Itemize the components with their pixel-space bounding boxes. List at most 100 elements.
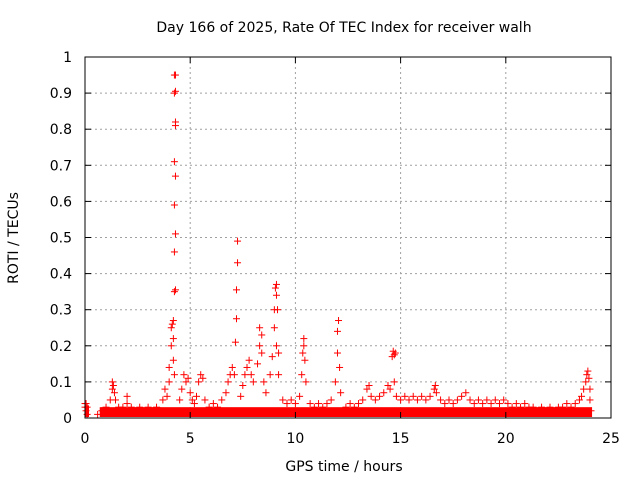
data-point — [176, 396, 184, 404]
data-point — [458, 392, 466, 400]
data-point — [241, 371, 249, 379]
data-point — [199, 374, 207, 382]
data-point — [586, 396, 594, 404]
data-point — [291, 400, 299, 408]
data-point — [159, 396, 167, 404]
data-point — [390, 378, 398, 386]
data-point — [449, 400, 457, 408]
data-point — [583, 371, 591, 379]
data-point — [584, 367, 592, 375]
x-tick-label: 20 — [497, 431, 515, 447]
data-point — [224, 378, 232, 386]
data-point — [182, 378, 190, 386]
data-point — [287, 396, 295, 404]
data-point — [256, 342, 264, 350]
data-point — [170, 201, 178, 209]
chart-title: Day 166 of 2025, Rate Of TEC Index for r… — [156, 20, 531, 36]
data-point — [178, 385, 186, 393]
data-point — [144, 403, 152, 411]
data-points — [81, 71, 595, 418]
data-point — [209, 400, 217, 408]
data-point — [483, 396, 491, 404]
data-point — [82, 407, 90, 415]
data-point — [430, 385, 438, 393]
data-point — [384, 382, 392, 390]
data-point — [232, 286, 240, 294]
y-tick-label: 0.6 — [50, 194, 72, 210]
data-point — [82, 400, 90, 408]
data-point — [538, 403, 546, 411]
data-point — [193, 392, 201, 400]
data-point — [190, 400, 198, 408]
axis-ticks — [84, 56, 612, 419]
data-point — [102, 403, 110, 411]
data-point — [222, 389, 230, 397]
data-point — [266, 371, 274, 379]
data-point — [279, 396, 287, 404]
data-point — [271, 284, 279, 292]
data-point — [542, 407, 550, 415]
data-point — [157, 407, 165, 415]
data-point — [336, 363, 344, 371]
data-point — [184, 374, 192, 382]
data-point — [346, 400, 354, 408]
data-point — [201, 396, 209, 404]
data-point — [109, 382, 117, 390]
data-point — [254, 360, 262, 368]
data-point — [350, 403, 358, 411]
data-point — [299, 349, 307, 357]
data-point — [171, 87, 179, 95]
data-point — [453, 396, 461, 404]
data-point — [148, 407, 156, 415]
data-point — [533, 407, 541, 415]
data-point — [165, 378, 173, 386]
data-point — [504, 400, 512, 408]
data-point — [197, 371, 205, 379]
data-point — [228, 363, 236, 371]
data-point — [390, 351, 398, 359]
data-point — [376, 392, 384, 400]
data-point — [529, 403, 537, 411]
data-point — [165, 363, 173, 371]
data-point — [94, 410, 102, 418]
data-point — [161, 385, 169, 393]
data-point — [517, 403, 525, 411]
data-point — [331, 378, 339, 386]
data-point — [171, 230, 179, 238]
data-point — [262, 389, 270, 397]
data-point — [170, 89, 178, 97]
data-point — [296, 392, 304, 400]
data-point — [413, 396, 421, 404]
data-point — [380, 389, 388, 397]
data-point — [272, 291, 280, 299]
data-point — [391, 349, 399, 357]
data-point — [422, 396, 430, 404]
data-point — [327, 396, 335, 404]
data-point — [163, 392, 171, 400]
data-point — [258, 349, 266, 357]
data-point — [136, 403, 144, 411]
data-point — [508, 403, 516, 411]
data-point — [232, 315, 240, 323]
data-point — [359, 396, 367, 404]
data-point — [171, 71, 179, 79]
y-tick-label: 0.9 — [50, 86, 72, 102]
data-point — [431, 382, 439, 390]
noise-band — [99, 407, 593, 417]
y-tick-label: 0.3 — [50, 303, 72, 319]
data-point — [272, 342, 280, 350]
x-tick-labels: 0 5 10 15 20 25 — [81, 431, 620, 447]
data-point — [365, 382, 373, 390]
data-point — [571, 400, 579, 408]
data-point — [256, 324, 264, 332]
data-point — [418, 392, 426, 400]
data-point — [466, 396, 474, 404]
y-tick-labels: 0 0.1 0.2 0.3 0.4 0.5 0.6 0.7 0.8 0.9 1 — [50, 50, 72, 427]
y-tick-label: 0.5 — [50, 231, 72, 247]
y-tick-label: 0.8 — [50, 122, 72, 138]
data-point — [563, 400, 571, 408]
data-point — [521, 400, 529, 408]
data-point — [230, 371, 238, 379]
data-point — [108, 385, 116, 393]
